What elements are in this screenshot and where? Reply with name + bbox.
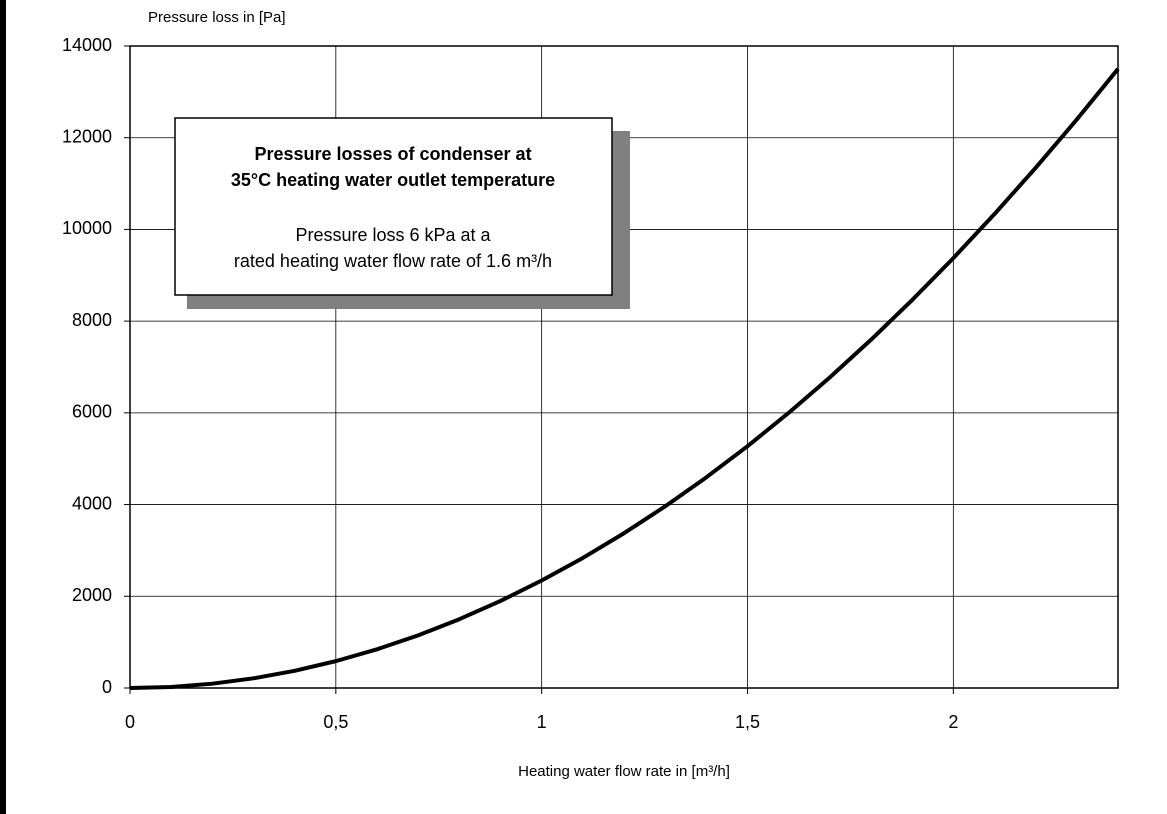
y-tick-label: 4000 <box>72 493 112 513</box>
annotation-title: 35°C heating water outlet temperature <box>231 170 555 190</box>
y-tick-label: 2000 <box>72 585 112 605</box>
y-axis-label: Pressure loss in [Pa] <box>148 9 286 26</box>
y-tick-label: 14000 <box>62 35 112 55</box>
left-border <box>0 0 6 814</box>
x-tick-label: 2 <box>948 712 958 732</box>
y-tick-label: 12000 <box>62 126 112 146</box>
annotation-text: Pressure loss 6 kPa at a <box>295 225 491 245</box>
x-tick-label: 0,5 <box>323 712 348 732</box>
plot-frame <box>129 45 1119 689</box>
x-axis-label: Heating water flow rate in [m³/h] <box>518 763 730 780</box>
x-tick-label: 0 <box>125 712 135 732</box>
marks <box>129 67 1120 690</box>
annotation-text: rated heating water flow rate of 1.6 m³/… <box>234 251 552 271</box>
y-tick-label: 6000 <box>72 402 112 422</box>
y-tick-label: 10000 <box>62 218 112 238</box>
annotation-box <box>174 117 613 296</box>
x-tick-label: 1,5 <box>735 712 760 732</box>
y-tick-label: 8000 <box>72 310 112 330</box>
x-tick-label: 1 <box>537 712 547 732</box>
y-tick-label: 0 <box>102 677 112 697</box>
curve <box>129 67 1120 690</box>
annotation-title: Pressure losses of condenser at <box>254 144 531 164</box>
